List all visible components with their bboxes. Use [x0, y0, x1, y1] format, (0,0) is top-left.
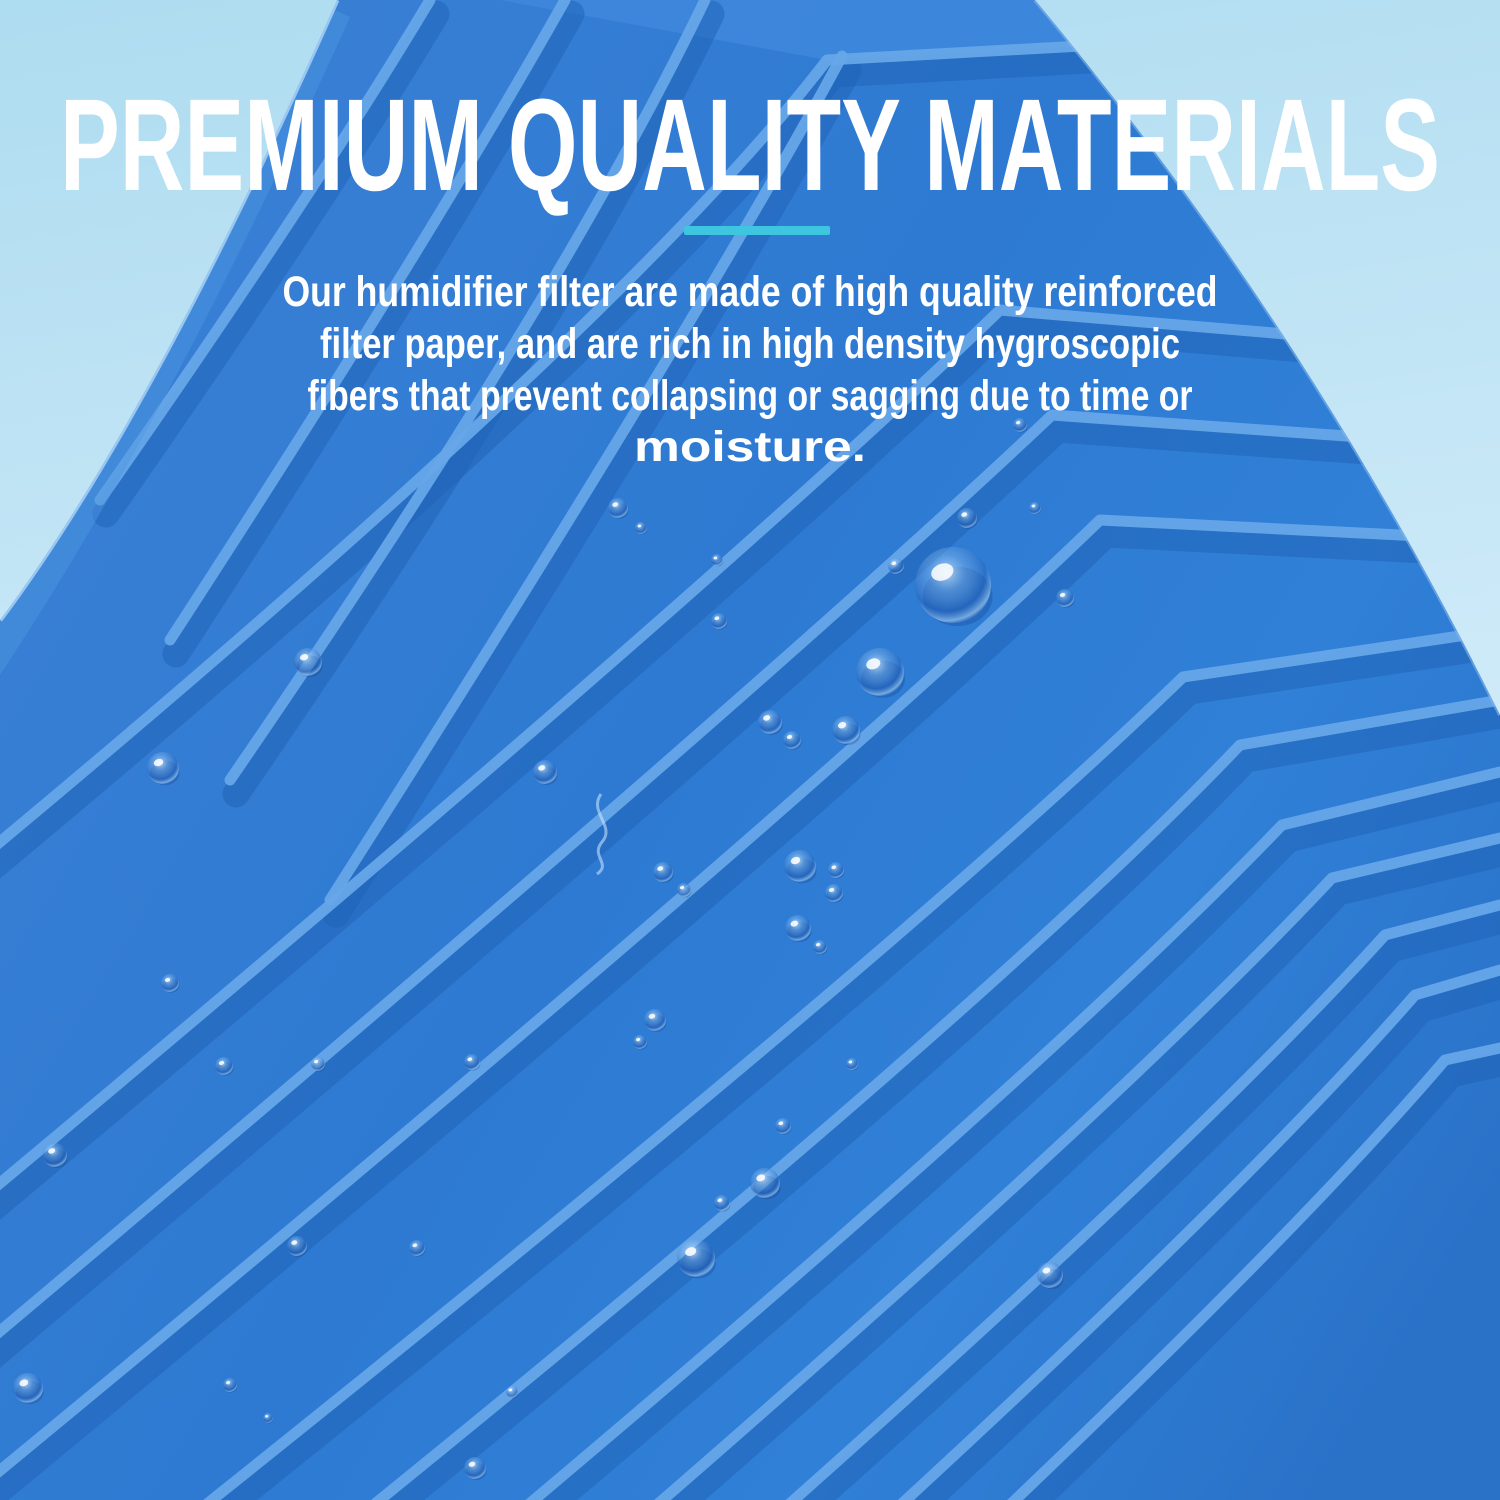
water-droplet [409, 1240, 426, 1257]
paper-top-face [500, 0, 1118, 60]
water-droplet [464, 1054, 481, 1071]
water-droplet [215, 1057, 234, 1076]
water-droplets [13, 418, 1075, 1480]
water-droplet [1056, 589, 1075, 608]
right-edge-rim [1033, 0, 1500, 716]
water-droplet [294, 648, 323, 678]
headline: PREMIUM QUALITY MATERIALS [60, 71, 1440, 218]
description-line: fibers that prevent collapsing or saggin… [308, 373, 1193, 420]
water-droplet [677, 1239, 716, 1279]
water-droplet [533, 760, 558, 785]
water-droplet [775, 1118, 792, 1135]
water-droplet [464, 1457, 487, 1480]
water-droplet [785, 915, 812, 943]
water-droplet [888, 558, 905, 575]
water-droplet [1037, 1262, 1064, 1290]
water-droplet [506, 1386, 519, 1399]
water-droplet [608, 498, 629, 519]
water-droplet [635, 522, 648, 535]
water-droplet [13, 1373, 44, 1405]
description: Our humidifier filter are made of high q… [283, 269, 1218, 471]
description-line: filter paper, and are rich in high densi… [320, 321, 1180, 368]
description-line: Our humidifier filter are made of high q… [283, 269, 1218, 316]
water-droplet [711, 613, 728, 630]
water-droplet [223, 1378, 238, 1393]
water-droplet [832, 716, 861, 746]
water-droplet [633, 1035, 648, 1050]
water-droplet [653, 862, 674, 883]
water-droplet [828, 862, 845, 879]
description-line: moisture. [634, 424, 866, 471]
water-droplet [825, 884, 844, 903]
water-droplet [43, 1143, 68, 1168]
water-droplet [846, 1058, 859, 1071]
water-droplet [311, 1057, 326, 1072]
water-droplet [263, 1413, 274, 1424]
water-droplet [714, 1195, 731, 1212]
water-droplet [750, 1168, 781, 1200]
water-droplet [783, 731, 802, 750]
water-droplet [957, 508, 978, 529]
water-droplet [147, 752, 180, 786]
water-droplet [1013, 418, 1028, 433]
water-droplet [915, 547, 993, 627]
water-droplet [758, 710, 783, 735]
water-droplet [1029, 502, 1042, 515]
water-droplet [784, 850, 817, 884]
water-droplet [813, 940, 828, 955]
water-trickle [596, 793, 608, 876]
water-droplet [161, 974, 180, 993]
water-droplet [677, 883, 692, 898]
water-droplet [856, 648, 905, 698]
divider [684, 226, 830, 235]
water-droplet [287, 1236, 308, 1257]
water-droplet [644, 1009, 667, 1032]
water-droplet [711, 554, 724, 567]
